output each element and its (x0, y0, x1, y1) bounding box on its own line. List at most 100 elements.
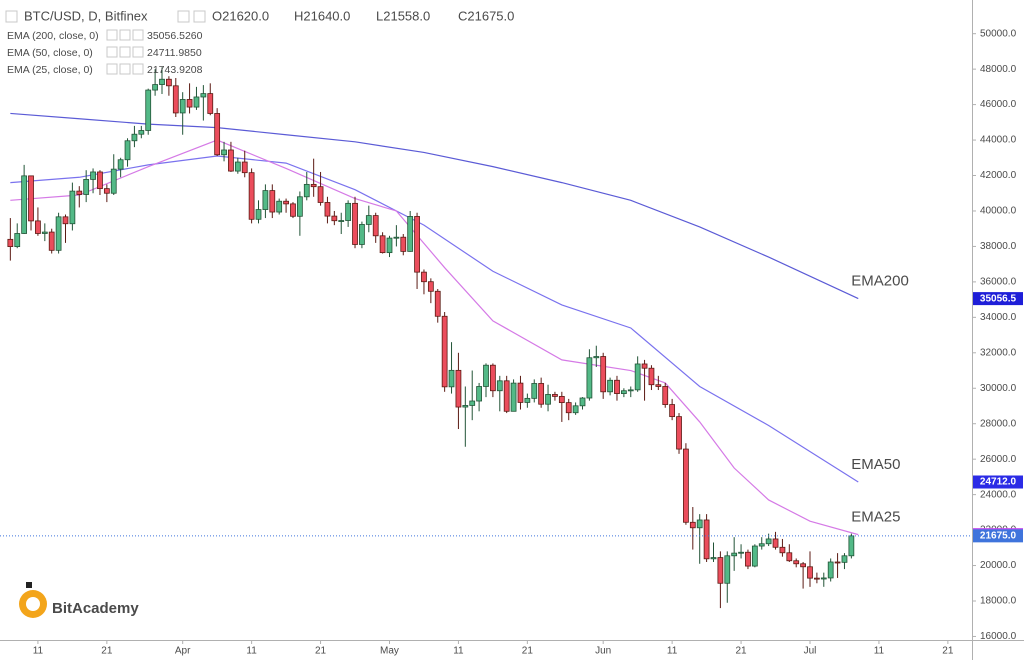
candle-body (669, 404, 676, 418)
settings-icon[interactable] (119, 63, 131, 75)
y-tick-label: 34000.0 (980, 312, 1017, 323)
candle-body (827, 561, 834, 579)
y-tick-label: 38000.0 (980, 241, 1017, 252)
legend-value: 24711.9850 (147, 47, 202, 59)
x-tick-label: 21 (942, 646, 954, 657)
settings-icon[interactable] (119, 46, 131, 58)
y-tick-label: 40000.0 (980, 206, 1017, 217)
price-box-label: 35056.5 (980, 293, 1017, 304)
price-box-label: 21675.0 (980, 530, 1017, 541)
eye-icon[interactable] (106, 63, 118, 75)
candle-body (641, 363, 648, 369)
candle-body (159, 78, 165, 85)
candle-body (35, 220, 41, 234)
candle-body (110, 168, 117, 194)
candle-body (814, 577, 820, 580)
candle-body (510, 382, 517, 412)
x-tick-label: 11 (874, 646, 885, 657)
candle-body (310, 183, 317, 188)
candle-body (800, 563, 806, 568)
candle-body (696, 519, 703, 529)
symbol-icon[interactable] (5, 10, 18, 23)
candle-body (421, 271, 427, 283)
close-icon[interactable] (132, 29, 144, 41)
candle-body (276, 200, 283, 213)
legend-name: EMA (50, close, 0) (7, 47, 93, 59)
ema-label: EMA50 (851, 456, 900, 473)
candle-body (55, 216, 62, 251)
candle-body (262, 190, 269, 210)
plot-area (7, 67, 859, 609)
candle-body (241, 161, 248, 174)
candle-body (83, 179, 90, 195)
candle-body (655, 384, 662, 387)
y-tick-label: 50000.0 (980, 28, 1017, 39)
candle-body (572, 405, 579, 414)
candle-body (579, 397, 586, 407)
x-tick-label: 11 (246, 646, 257, 657)
candle-body (228, 149, 234, 172)
candle-body (21, 175, 28, 234)
legend-value: 35056.5260 (147, 30, 203, 42)
candle-body (565, 402, 572, 414)
candle-body (779, 546, 786, 554)
candle-body (662, 386, 669, 405)
y-tick-label: 44000.0 (980, 135, 1017, 146)
candle-body (834, 561, 841, 564)
candle-body (496, 380, 503, 392)
candle-body (393, 236, 400, 239)
close-icon[interactable] (132, 63, 144, 75)
y-tick-label: 18000.0 (980, 596, 1017, 607)
legend-icons (5, 10, 206, 75)
candle-body (689, 521, 696, 529)
x-tick-label: May (380, 646, 399, 657)
y-tick-label: 46000.0 (980, 99, 1017, 110)
candle-body (614, 379, 620, 394)
candle-body (248, 172, 255, 220)
close-icon[interactable] (132, 46, 144, 58)
candle-body (634, 363, 641, 391)
eye-icon[interactable] (177, 10, 190, 23)
candle-body (745, 551, 751, 567)
candle-body (69, 190, 76, 225)
candle-body (503, 380, 510, 412)
eye-icon[interactable] (106, 46, 118, 58)
candle-body (427, 281, 434, 292)
candle-body (303, 183, 310, 198)
y-tick-label: 36000.0 (980, 277, 1017, 288)
x-tick-label: Jun (595, 646, 611, 657)
eye-icon[interactable] (106, 29, 118, 41)
x-tick-label: 21 (315, 646, 327, 657)
candle-body (324, 202, 331, 217)
candle-body (131, 133, 138, 142)
ema-label: EMA200 (851, 273, 909, 290)
ema-line (10, 139, 859, 536)
candle-body (28, 175, 34, 222)
y-tick-label: 16000.0 (980, 631, 1017, 642)
candle-body (600, 356, 607, 393)
candle-body (172, 85, 179, 114)
legend-name: EMA (200, close, 0) (7, 30, 99, 42)
settings-icon[interactable] (119, 29, 131, 41)
candle-body (200, 93, 207, 98)
candle-body (296, 196, 303, 217)
candle-body (731, 552, 738, 557)
candle-body (683, 448, 689, 523)
x-tick-label: 11 (33, 646, 44, 657)
ohlc-value: C21675.0 (458, 8, 514, 23)
logo-icon-dot (26, 582, 32, 588)
x-tick-label: 21 (101, 646, 113, 657)
candle-body (365, 215, 372, 225)
x-tick-label: Apr (175, 646, 191, 657)
price-box-label: 24712.0 (980, 477, 1017, 488)
ohlc-value: O21620.0 (212, 8, 269, 23)
settings-icon[interactable] (193, 10, 206, 23)
candle-body (676, 416, 682, 450)
candle-body (772, 538, 779, 548)
y-tick-label: 42000.0 (980, 170, 1017, 181)
y-tick-label: 24000.0 (980, 489, 1017, 500)
candle-body (97, 171, 103, 190)
